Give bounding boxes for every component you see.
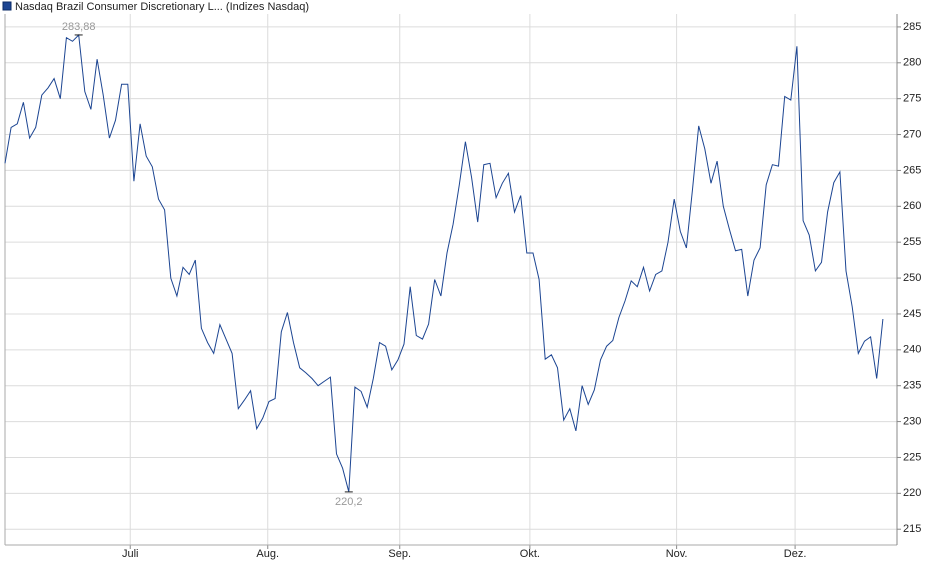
annotation-label: 220,2 — [335, 496, 363, 508]
y-tick-label: 250 — [903, 272, 921, 284]
x-tick-label: Nov. — [666, 548, 688, 560]
chart-title: Nasdaq Brazil Consumer Discretionary L..… — [15, 1, 309, 13]
x-tick-label: Juli — [122, 548, 139, 560]
y-tick-label: 270 — [903, 128, 921, 140]
y-tick-label: 230 — [903, 415, 921, 427]
x-tick-label: Aug. — [256, 548, 279, 560]
y-tick-label: 280 — [903, 57, 921, 69]
annotation-label: 283,88 — [62, 21, 96, 33]
x-tick-label: Sep. — [388, 548, 411, 560]
y-tick-label: 220 — [903, 487, 921, 499]
line-series — [4, 33, 884, 493]
legend-swatch — [2, 1, 12, 11]
y-tick-label: 235 — [903, 380, 921, 392]
y-tick-label: 215 — [903, 523, 921, 535]
y-tick-label: 265 — [903, 164, 921, 176]
x-tick-label: Dez. — [784, 548, 807, 560]
x-tick-label: Okt. — [520, 548, 540, 560]
y-tick-label: 275 — [903, 93, 921, 105]
y-tick-label: 260 — [903, 200, 921, 212]
y-tick-label: 255 — [903, 236, 921, 248]
y-tick-label: 225 — [903, 451, 921, 463]
y-tick-label: 240 — [903, 344, 921, 356]
y-tick-label: 285 — [903, 21, 921, 33]
y-tick-label: 245 — [903, 308, 921, 320]
